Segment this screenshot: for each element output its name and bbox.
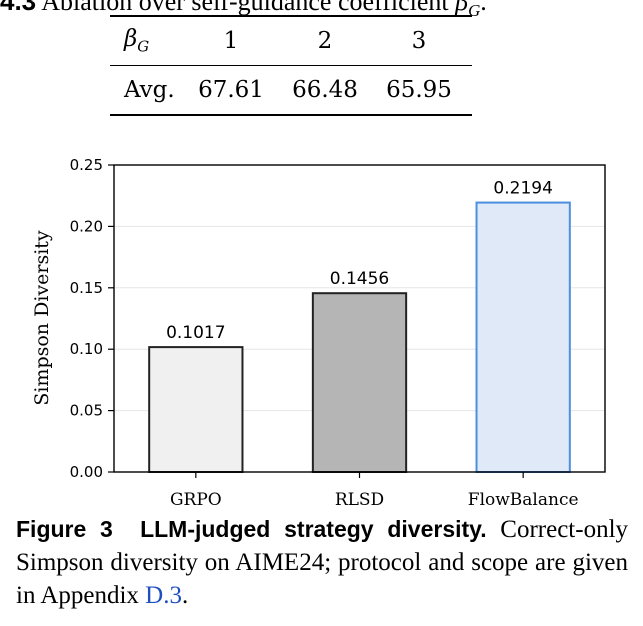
table-caption-suffix: . <box>480 0 487 16</box>
table-row: Avg. 67.61 66.48 65.95 <box>110 66 472 114</box>
y-tick-label: 0.10 <box>70 340 103 358</box>
axes: 0.00 0.05 0.10 0.15 0.20 0.25 GRPO RLSD FlowBala… <box>70 156 606 510</box>
bar-grpo <box>148 346 244 473</box>
table-caption-text: Ablation over self-guidance coefficient <box>41 0 449 16</box>
bar-flowbalance <box>475 201 571 473</box>
y-tick-label: 0.25 <box>70 156 103 174</box>
data-label: 0.2194 <box>493 179 552 199</box>
table-header-label: βG <box>124 26 150 56</box>
table-caption-number: 4.3 <box>0 0 37 16</box>
table-header-row: βG 1 2 3 <box>110 17 472 66</box>
table-header-col-2: 2 <box>317 28 333 54</box>
table-header-col-1: 1 <box>223 28 239 54</box>
y-tick-label: 0.00 <box>70 463 103 481</box>
table-cell: 65.95 <box>386 77 452 103</box>
diversity-bar-chart: 0.00 0.05 0.10 0.15 0.20 0.25 GRPO RLSD FlowBala… <box>31 156 606 510</box>
bars <box>148 201 571 473</box>
data-label: 0.1017 <box>166 323 225 343</box>
x-tick-label: GRPO <box>170 490 222 510</box>
y-tick-label: 0.05 <box>70 402 103 420</box>
table-caption: 4.3 Ablation over self-guidance coeffici… <box>0 0 643 21</box>
bar-rlsd <box>311 292 408 473</box>
table-cell: 66.48 <box>292 77 358 103</box>
y-tick-label: 0.15 <box>70 279 103 297</box>
y-tick-label: 0.20 <box>70 217 103 235</box>
data-label: 0.1456 <box>330 269 389 289</box>
figure-caption-body: Correct-only Simpson diversity on AIME24… <box>16 516 629 609</box>
appendix-link[interactable]: D.3 <box>145 582 182 609</box>
x-tick-label: RLSD <box>335 490 384 510</box>
figure-caption: Figure 3 LLM-judged strategy diversity. … <box>16 513 628 612</box>
ablation-table: βG 1 2 3 Avg. 67.61 66.48 65.95 <box>110 15 472 116</box>
figure-title: LLM-judged strategy diversity. <box>140 516 487 542</box>
table-header-col-3: 3 <box>411 28 427 54</box>
figure-caption-end: . <box>181 582 189 609</box>
table-caption-symbol: βG <box>455 0 481 21</box>
x-tick-label: FlowBalance <box>468 490 579 510</box>
table-row-label: Avg. <box>124 77 175 103</box>
figure-label: Figure 3 <box>16 516 113 542</box>
y-axis-label: Simpson Diversity <box>31 230 53 406</box>
data-labels: 0.1017 0.1456 0.2194 <box>166 179 553 344</box>
table-cell: 67.61 <box>198 77 264 103</box>
